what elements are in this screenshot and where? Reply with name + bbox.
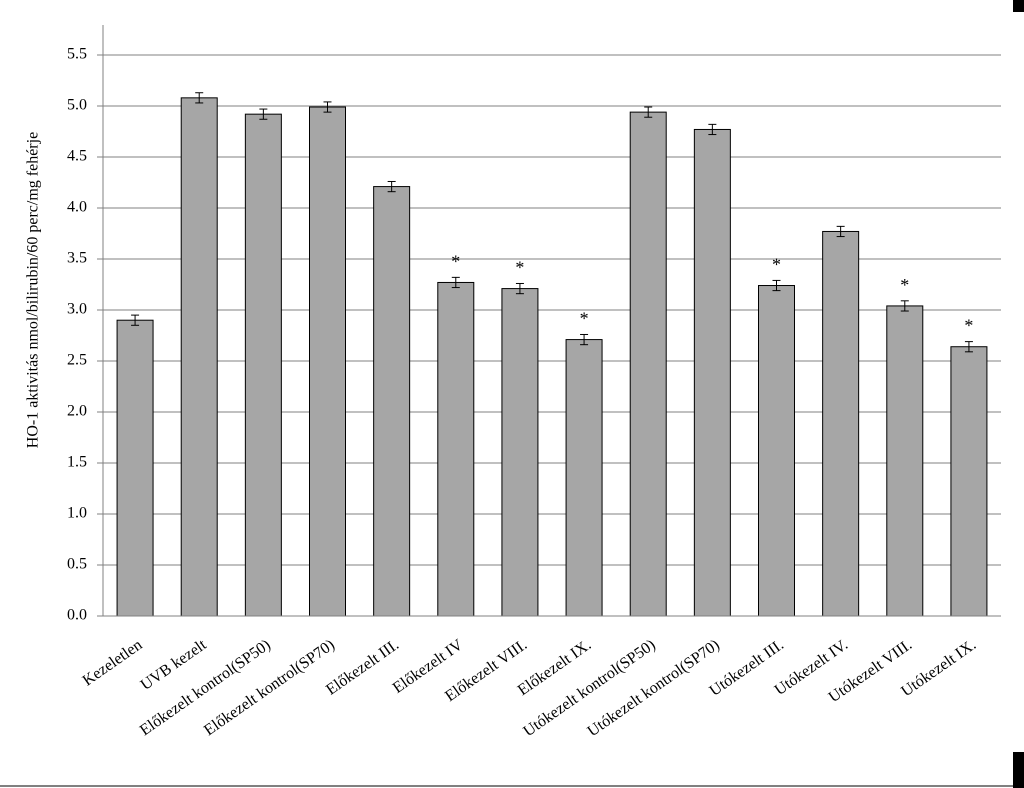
x-tick-label: Kezeletlen [80, 636, 146, 689]
bar [309, 106, 346, 617]
y-tick-label: 5.0 [67, 97, 87, 114]
y-tick-label: 1.0 [67, 505, 87, 522]
y-tick-label: 3.5 [67, 250, 87, 267]
y-tick-label: 4.5 [67, 148, 87, 165]
y-axis-title: HO-1 aktivitás nmol/bilirubin/60 perc/mg… [25, 132, 42, 448]
bar [629, 111, 667, 617]
bar [886, 305, 924, 617]
edge-mark [1013, 752, 1024, 788]
bar [822, 230, 860, 617]
bar [244, 113, 282, 617]
significance-marker: * [772, 255, 781, 275]
y-tick-label: 3.0 [67, 301, 87, 318]
y-tick-label: 0.0 [67, 607, 87, 624]
y-tick-label: 2.5 [67, 352, 87, 369]
significance-marker: * [451, 251, 460, 271]
bar [180, 97, 218, 617]
y-tick-label: 2.0 [67, 403, 87, 420]
significance-marker: * [964, 316, 973, 336]
bar [437, 281, 475, 617]
edge-mark [1013, 0, 1024, 12]
significance-marker: * [900, 275, 909, 295]
y-tick-label: 0.5 [67, 556, 87, 573]
bar [693, 128, 731, 617]
significance-marker: * [515, 258, 524, 278]
x-tick-label: Előkezelt III. [323, 636, 402, 698]
bar [501, 288, 539, 617]
y-tick-label: 5.5 [67, 46, 87, 63]
bar [116, 319, 154, 617]
y-tick-label: 1.5 [67, 454, 87, 471]
bar [373, 186, 411, 617]
y-tick-label: 4.0 [67, 199, 87, 216]
significance-marker: * [580, 309, 589, 329]
bar [565, 339, 603, 617]
bar [758, 285, 795, 617]
bar [950, 346, 988, 617]
